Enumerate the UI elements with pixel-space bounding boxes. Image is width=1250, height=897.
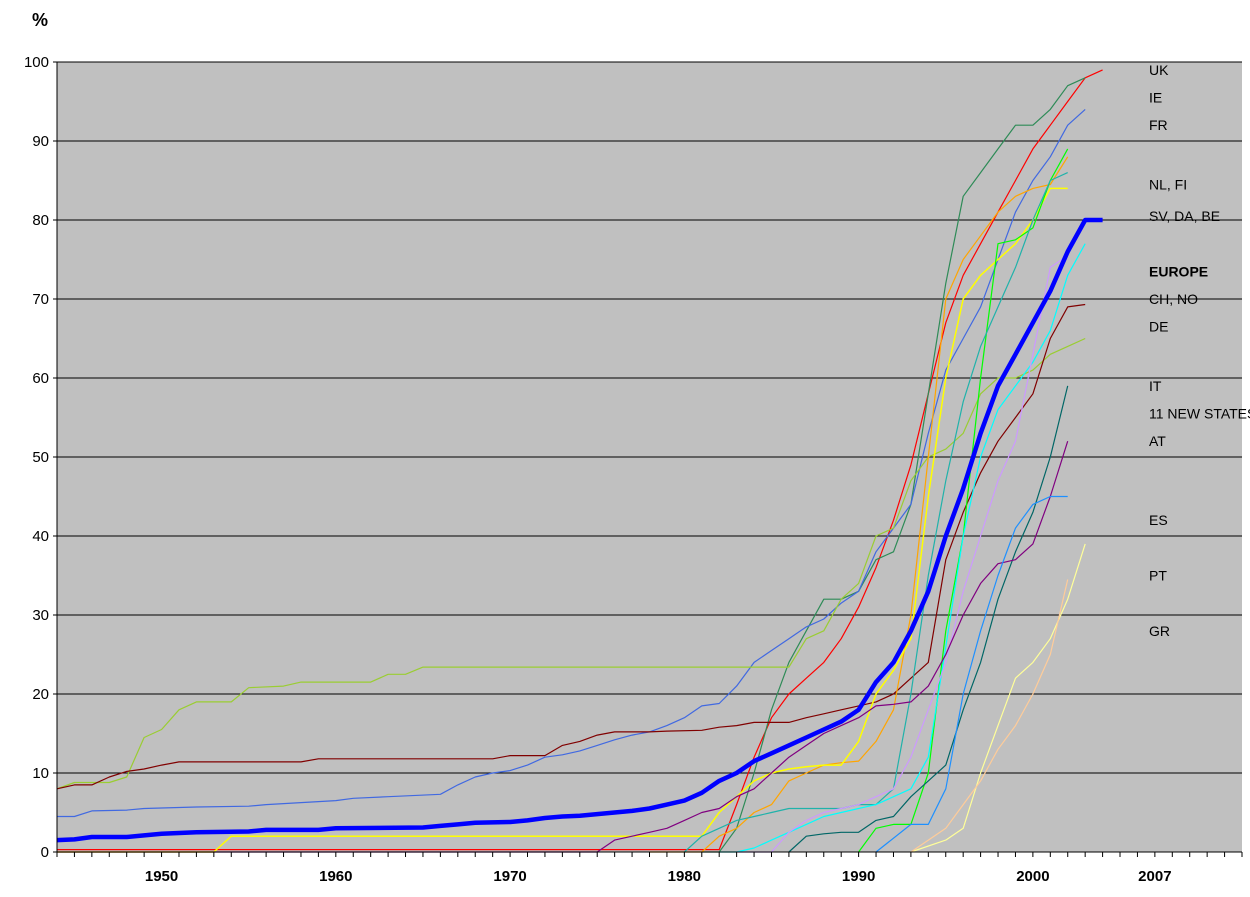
gridlines xyxy=(57,61,1242,853)
series-line-4 xyxy=(56,337,1086,790)
x-tick-label: 1990 xyxy=(842,868,875,885)
series-label: IT xyxy=(1149,378,1162,394)
series-label: NL, FI xyxy=(1149,176,1187,192)
x-tick-label: 2007 xyxy=(1138,868,1171,885)
x-tick-label: 1950 xyxy=(145,868,178,885)
series-label: FR xyxy=(1149,117,1168,133)
series-label: IE xyxy=(1149,90,1162,106)
x-tick-label: 2000 xyxy=(1016,868,1049,885)
y-tick-label: 10 xyxy=(32,765,49,782)
series-line-17 xyxy=(56,217,1103,843)
x-tick-labels: 1950 1960 1970 1980 1990 2000 2007 xyxy=(145,868,1172,885)
series-line-7 xyxy=(57,187,1068,853)
series-line-5 xyxy=(56,303,1086,790)
series-label: AT xyxy=(1149,433,1166,449)
series-line-16 xyxy=(910,579,1069,853)
series-label: CH, NO xyxy=(1149,291,1198,307)
y-tick-label: 40 xyxy=(32,528,49,545)
series-label: 11 NEW STATES xyxy=(1149,406,1250,422)
series-label: PT xyxy=(1149,568,1167,584)
y-axis-label: % xyxy=(32,10,48,30)
y-tick-label: 100 xyxy=(24,54,49,71)
series-line-14 xyxy=(875,495,1068,853)
series-line-10 xyxy=(719,243,1086,853)
series-line-12 xyxy=(788,385,1069,853)
series-line-3 xyxy=(57,108,1086,818)
y-tick-label: 20 xyxy=(32,686,49,703)
series-label: GR xyxy=(1149,623,1170,639)
y-tick-labels: 0 10 20 30 40 50 60 70 80 90 100 xyxy=(24,54,49,861)
x-tick-label: 1960 xyxy=(319,868,352,885)
series-lines xyxy=(56,69,1103,853)
y-tick-label: 30 xyxy=(32,607,49,624)
series-label: SV, DA, BE xyxy=(1149,208,1220,224)
axes xyxy=(53,61,1243,857)
series-label: EUROPE xyxy=(1149,263,1208,279)
series-line-11 xyxy=(736,255,1069,853)
series-label: UK xyxy=(1149,62,1169,78)
y-tick-label: 0 xyxy=(41,844,49,861)
y-tick-label: 80 xyxy=(32,212,49,229)
series-line-13 xyxy=(57,441,1069,853)
x-tick-label: 1980 xyxy=(668,868,701,885)
series-line-2 xyxy=(701,77,1086,853)
series-label: DE xyxy=(1149,319,1168,335)
y-tick-label: 50 xyxy=(32,449,49,466)
series-line-1 xyxy=(57,69,1103,851)
series-label: ES xyxy=(1149,512,1168,528)
x-tick-label: 1970 xyxy=(493,868,526,885)
y-tick-label: 60 xyxy=(32,370,49,387)
y-tick-label: 70 xyxy=(32,291,49,308)
y-tick-label: 90 xyxy=(32,133,49,150)
series-labels: UK IE FR NL, FI SV, DA, BE EUROPE CH, NO DE IT 11… xyxy=(1149,62,1250,639)
